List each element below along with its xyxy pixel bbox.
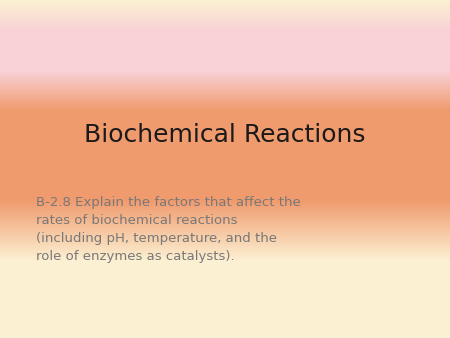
Text: Biochemical Reactions: Biochemical Reactions — [84, 123, 366, 147]
Text: B-2.8 Explain the factors that affect the
rates of biochemical reactions
(includ: B-2.8 Explain the factors that affect th… — [36, 196, 301, 263]
